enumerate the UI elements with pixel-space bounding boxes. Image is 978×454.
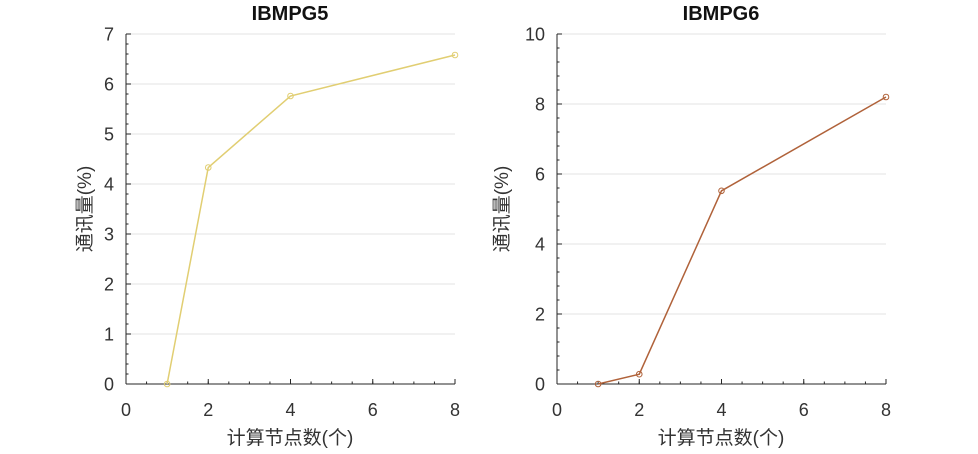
y-tick-label: 2 xyxy=(535,305,545,325)
x-tick-label: 4 xyxy=(285,400,295,420)
data-point xyxy=(163,380,171,388)
chart-panel-ibmpg5: IBMPG5 计算节点数(个) 通讯量(%) 0 1 2 3 4 5 6 7 0 2 4 6 8 xyxy=(74,3,460,449)
y-tick-label: 3 xyxy=(104,225,114,245)
chart-title: IBMPG6 xyxy=(683,3,760,25)
x-tick-label: 4 xyxy=(716,400,726,420)
x-tick-label: 6 xyxy=(368,400,378,420)
data-point xyxy=(204,164,212,171)
data-point xyxy=(882,93,890,101)
x-tick-label: 0 xyxy=(552,400,562,420)
x-tick-label: 8 xyxy=(450,400,460,420)
y-tick-label: 4 xyxy=(104,175,114,195)
x-axis-label: 计算节点数(个) xyxy=(658,427,785,449)
y-tick-label: 0 xyxy=(104,375,114,395)
y-axis-label: 通讯量(%) xyxy=(491,166,513,253)
y-tick-label: 4 xyxy=(535,235,545,255)
y-tick-label: 2 xyxy=(104,275,114,295)
y-tick-label: 0 xyxy=(535,375,545,395)
y-tick-label: 1 xyxy=(104,325,114,345)
x-axis-label: 计算节点数(个) xyxy=(227,427,354,449)
x-tick-label: 6 xyxy=(799,400,809,420)
y-tick-label: 10 xyxy=(525,25,545,45)
data-point xyxy=(718,187,725,195)
y-tick-label: 6 xyxy=(535,165,545,185)
y-axis-label: 通讯量(%) xyxy=(74,166,96,253)
x-tick-label: 8 xyxy=(881,400,891,420)
data-point xyxy=(635,370,643,378)
y-tick-label: 8 xyxy=(535,95,545,115)
x-tick-label: 2 xyxy=(203,400,213,420)
chart-panel-ibmpg6: IBMPG6 计算节点数(个) 通讯量(%) 0 2 4 6 8 10 0 2 4 6 8 xyxy=(491,3,891,449)
y-tick-label: 5 xyxy=(104,125,114,145)
data-point xyxy=(594,380,602,388)
y-tick-label: 6 xyxy=(104,75,114,95)
x-tick-label: 0 xyxy=(121,400,131,420)
series-line xyxy=(597,96,887,385)
x-tick-label: 2 xyxy=(634,400,644,420)
data-point xyxy=(451,51,459,59)
series-line xyxy=(166,54,456,385)
data-point xyxy=(287,92,294,100)
chart-title: IBMPG5 xyxy=(252,3,329,25)
y-tick-label: 7 xyxy=(104,25,114,45)
